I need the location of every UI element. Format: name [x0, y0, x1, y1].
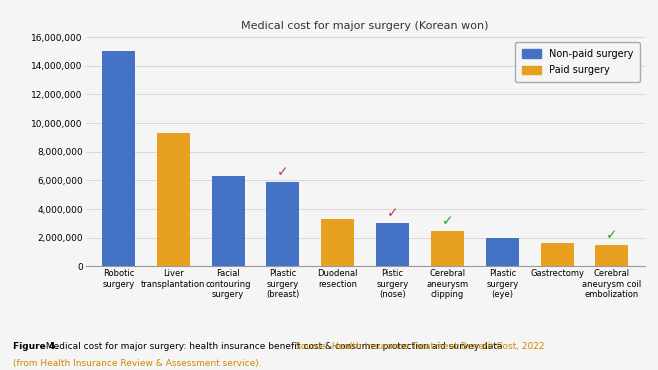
Bar — [431, 231, 464, 266]
Text: Source: Health Insurance Treatment Benefit Cost, 2022: Source: Health Insurance Treatment Benef… — [295, 342, 545, 351]
Text: ✓: ✓ — [277, 165, 289, 179]
Text: ✓: ✓ — [442, 214, 453, 228]
Bar — [102, 51, 135, 266]
Bar — [212, 176, 245, 266]
Bar — [321, 219, 354, 266]
Bar — [266, 182, 299, 266]
Text: (from Health Insurance Review & Assessment service).: (from Health Insurance Review & Assessme… — [13, 359, 262, 368]
Bar — [541, 243, 574, 266]
Legend: Non-paid surgery, Paid surgery: Non-paid surgery, Paid surgery — [515, 42, 640, 82]
Text: Medical cost for major surgery: health insurance benefit cost & consumer protect: Medical cost for major surgery: health i… — [43, 342, 505, 351]
Bar — [376, 223, 409, 266]
Text: Figure 4.: Figure 4. — [13, 342, 59, 351]
Text: ✓: ✓ — [606, 228, 618, 242]
Bar — [486, 238, 519, 266]
Bar — [157, 133, 190, 266]
Text: ✓: ✓ — [387, 206, 399, 221]
Title: Medical cost for major surgery (Korean won): Medical cost for major surgery (Korean w… — [241, 21, 489, 31]
Bar — [595, 245, 628, 266]
